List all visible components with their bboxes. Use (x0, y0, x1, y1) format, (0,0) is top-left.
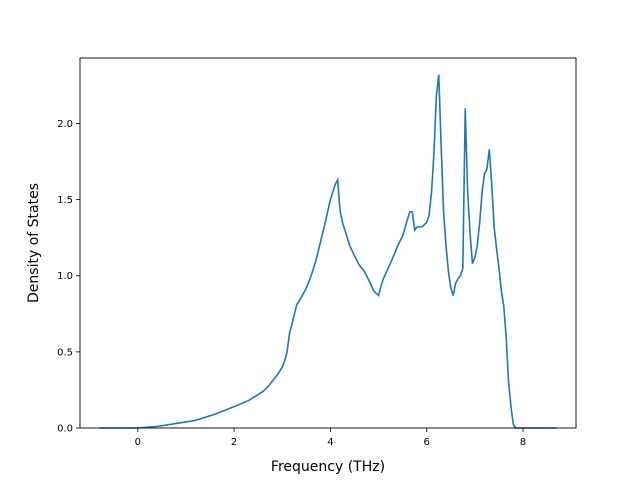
x-tick-label: 2 (231, 437, 237, 448)
x-tick-label: 8 (520, 437, 526, 448)
y-tick-label: 0.0 (57, 424, 73, 435)
y-tick-label: 1.5 (57, 195, 73, 206)
x-tick-label: 0 (135, 437, 141, 448)
x-axis-ticks: 0 2 4 6 8 (135, 428, 526, 448)
x-tick-label: 6 (424, 437, 430, 448)
axes-frame (79, 57, 577, 429)
y-tick-label: 0.5 (57, 347, 73, 358)
y-tick-label: 1.0 (57, 271, 73, 282)
x-tick-label: 4 (327, 437, 333, 448)
plot-area (99, 74, 557, 429)
dos-line (99, 74, 557, 429)
x-axis-label: Frequency (THz) (271, 459, 385, 475)
y-axis-label: Density of States (26, 183, 42, 303)
y-axis-ticks: 0.0 0.5 1.0 1.5 2.0 (57, 119, 80, 435)
y-tick-label: 2.0 (57, 119, 73, 130)
